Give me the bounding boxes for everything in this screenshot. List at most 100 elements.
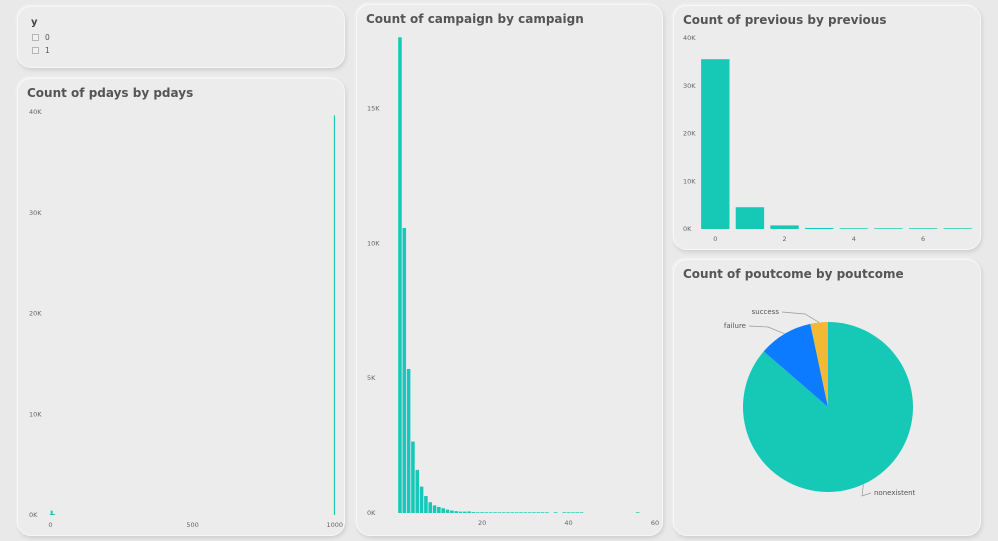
checkbox-icon[interactable] <box>32 47 39 54</box>
bar <box>333 115 336 515</box>
y-tick-label: 30K <box>29 209 42 217</box>
campaign-chart-card: Count of campaign by campaign 0K 5K 10K 15K… <box>356 4 663 536</box>
bar <box>450 510 454 513</box>
x-tick-label: 1000 <box>326 521 343 529</box>
chart-title: Count of previous by previous <box>683 13 887 27</box>
x-tick-label: 60 <box>651 519 659 527</box>
bar <box>480 512 484 513</box>
bar <box>874 228 903 229</box>
slicer-option-label: 1 <box>45 46 50 55</box>
y-tick-label: 20K <box>29 310 42 318</box>
bar <box>488 512 493 513</box>
pie-slice <box>763 323 828 407</box>
chart-title: Count of poutcome by poutcome <box>683 267 904 281</box>
bar <box>402 227 407 513</box>
bar <box>497 512 502 513</box>
poutcome-chart: nonexistent failure success <box>724 308 916 497</box>
pie-slice <box>810 322 828 407</box>
bar <box>50 510 52 515</box>
bar <box>51 510 53 515</box>
campaign-chart: 0K 5K 10K 15K 20 40 60 <box>367 37 659 527</box>
poutcome-chart-card: Count of poutcome by poutcome nonexisten… <box>673 259 981 536</box>
checkbox-icon[interactable] <box>32 34 39 41</box>
x-tick-label: 0 <box>713 235 717 243</box>
chart-title: Count of pdays by pdays <box>27 86 194 100</box>
pdays-chart-card: Count of pdays by pdays 0K 10K 20K 30K 40K 0 5… <box>17 78 345 536</box>
pie-leader-line <box>781 311 820 323</box>
bar <box>908 228 938 229</box>
previous-chart: 0K 10K 20K 30K 40K 0 2 4 6 <box>683 34 972 243</box>
x-tick-label: 500 <box>186 521 198 529</box>
bar <box>532 512 536 513</box>
y-tick-label: 40K <box>29 108 42 116</box>
slicer-option-1[interactable]: 1 <box>32 46 50 55</box>
bar <box>545 512 549 513</box>
pie-label: success <box>752 308 780 316</box>
bar <box>735 207 765 229</box>
bar <box>943 228 972 229</box>
bar <box>523 512 528 513</box>
y-tick-label: 0K <box>683 225 692 233</box>
chart-title: Count of campaign by campaign <box>366 12 584 26</box>
y-tick-label: 0K <box>367 509 376 517</box>
x-tick-label: 40 <box>564 519 572 527</box>
bar <box>553 512 558 513</box>
bar <box>458 511 463 513</box>
bar <box>701 59 730 229</box>
bar <box>445 509 450 513</box>
slicer-title: y <box>31 17 38 28</box>
bar <box>536 512 541 513</box>
bar <box>463 511 467 513</box>
bar <box>566 512 571 513</box>
x-tick-label: 4 <box>852 235 856 243</box>
y-tick-label: 10K <box>683 177 696 185</box>
x-tick-label: 0 <box>48 521 52 529</box>
bar <box>501 512 506 513</box>
bar <box>398 37 402 513</box>
bar <box>406 368 411 513</box>
x-tick-label: 20 <box>478 519 486 527</box>
bar <box>493 512 497 513</box>
pie-leader-line <box>861 484 872 497</box>
bar <box>506 512 510 513</box>
y-tick-label: 20K <box>683 130 696 138</box>
y-tick-label: 15K <box>367 105 380 113</box>
bar <box>575 512 579 513</box>
bar <box>441 508 445 513</box>
y-tick-label: 10K <box>367 239 380 247</box>
bar <box>579 512 584 513</box>
bar <box>432 505 437 513</box>
y-tick-label: 0K <box>29 511 38 519</box>
bar <box>467 511 471 513</box>
bar <box>514 512 519 513</box>
bar <box>424 496 428 513</box>
pie-label: failure <box>724 322 746 330</box>
bar <box>510 512 515 513</box>
bar <box>437 506 441 513</box>
bar <box>428 502 432 513</box>
bar <box>54 514 56 515</box>
bar <box>770 225 799 229</box>
bar <box>471 512 476 513</box>
bar <box>411 441 415 513</box>
bar <box>635 512 640 513</box>
bar <box>527 512 532 513</box>
bar <box>519 512 523 513</box>
slicer-option-0[interactable]: 0 <box>32 33 50 42</box>
bar <box>839 228 869 229</box>
bar <box>476 512 480 513</box>
y-tick-label: 40K <box>683 34 696 42</box>
y-tick-label: 30K <box>683 82 696 90</box>
slicer-option-label: 0 <box>45 33 50 42</box>
slicer-card: y 0 1 <box>17 6 345 68</box>
y-tick-label: 5K <box>367 374 376 382</box>
bar <box>571 512 575 513</box>
y-tick-label: 10K <box>29 410 42 418</box>
pie-label: nonexistent <box>874 489 916 497</box>
bar <box>454 511 458 513</box>
pdays-chart: 0K 10K 20K 30K 40K 0 500 1000 <box>29 108 343 529</box>
bar <box>540 512 545 513</box>
bar <box>419 486 424 513</box>
bar <box>484 512 489 513</box>
pie-leader-line <box>748 325 785 335</box>
